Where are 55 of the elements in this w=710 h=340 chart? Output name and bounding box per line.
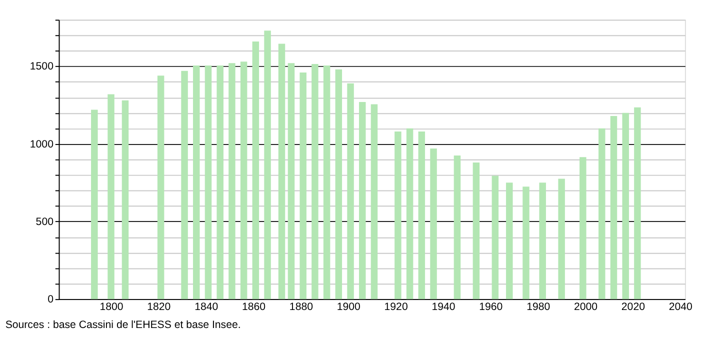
x-tick-label: 2020 — [621, 301, 646, 314]
bar — [370, 104, 378, 300]
bar — [204, 66, 212, 300]
y-tick-label: 0 — [48, 293, 54, 306]
bar — [406, 128, 414, 300]
bar — [181, 70, 188, 300]
bar — [418, 131, 426, 300]
bar — [278, 44, 286, 300]
bar — [288, 63, 295, 300]
bar — [347, 83, 354, 300]
bar — [558, 178, 565, 300]
bar — [492, 176, 499, 300]
bar — [91, 110, 98, 300]
x-tick-label: 1840 — [194, 301, 218, 314]
x-tick-label: 1920 — [384, 301, 408, 314]
source-note: Sources : base Cassini de l'EHESS et base Insee. — [5, 318, 241, 331]
bar — [522, 186, 530, 300]
bar — [108, 94, 114, 300]
x-tick-label: 1940 — [432, 301, 456, 314]
x-tick-label: 1900 — [336, 301, 361, 314]
bar — [122, 100, 129, 300]
y-tick-label: 500 — [36, 216, 54, 228]
bar — [580, 157, 586, 300]
bar — [394, 131, 402, 300]
bar — [454, 156, 461, 300]
bar — [323, 66, 330, 300]
bar — [472, 162, 480, 300]
bar — [335, 69, 342, 300]
bar — [634, 107, 641, 300]
bar — [157, 76, 164, 300]
y-tick-label: 1000 — [30, 138, 54, 150]
bar — [240, 62, 248, 300]
bar — [359, 102, 366, 300]
x-tick-label: 1880 — [289, 301, 314, 314]
bar — [539, 182, 546, 300]
x-tick-label: 1960 — [479, 301, 503, 314]
bar — [193, 66, 200, 300]
bar — [430, 148, 437, 300]
x-tick-label: 2000 — [574, 301, 598, 314]
x-tick-label: 1860 — [242, 301, 266, 314]
x-tick-label: 1820 — [147, 301, 171, 314]
bar — [506, 182, 513, 300]
y-tick-label: 1500 — [30, 60, 54, 73]
bar — [264, 30, 271, 300]
x-tick-label: 2040 — [668, 301, 692, 314]
bar — [228, 63, 236, 300]
bar — [598, 128, 606, 300]
bar — [252, 41, 260, 300]
x-tick-label: 1980 — [526, 301, 550, 314]
bar — [300, 72, 306, 300]
bar — [312, 64, 318, 300]
x-tick-label: 1800 — [100, 301, 124, 314]
bar — [610, 116, 618, 300]
bar — [216, 66, 224, 300]
bar — [622, 112, 629, 300]
